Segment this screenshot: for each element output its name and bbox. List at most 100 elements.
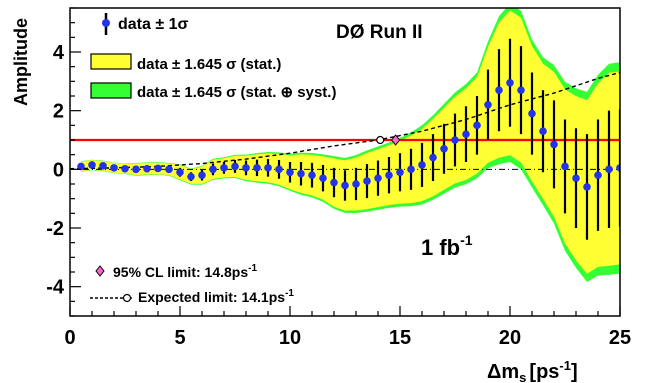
data-marker — [341, 181, 349, 190]
data-marker — [209, 165, 217, 174]
data-marker — [440, 145, 448, 153]
data-point — [231, 159, 239, 173]
data-point — [143, 164, 151, 173]
data-point — [561, 119, 569, 214]
data-marker — [121, 164, 129, 173]
cl-limit-marker — [390, 134, 401, 146]
data-point — [209, 163, 217, 176]
cl-limit-marker-icon — [95, 265, 105, 277]
data-marker — [539, 127, 547, 135]
data-marker — [517, 86, 525, 94]
data-point — [363, 164, 371, 199]
data-point — [462, 106, 470, 162]
data-point — [253, 159, 261, 177]
legend-syst-label: data ± 1.645 σ (stat. ⊕ syst.) — [137, 84, 336, 101]
data-marker — [396, 168, 404, 177]
data-point — [528, 72, 536, 155]
x-tick-label: 20 — [499, 327, 521, 349]
x-tick-label: 0 — [64, 327, 75, 349]
data-point — [506, 38, 514, 127]
data-point — [440, 123, 448, 174]
x-axis-title: Δms [ps-1] — [487, 358, 578, 383]
data-point — [429, 134, 437, 182]
legend-stat-label: data ± 1.645 σ (stat.) — [137, 56, 281, 73]
data-marker — [385, 171, 393, 179]
luminosity-label-main: 1 fb — [421, 235, 460, 260]
x-axis-title-sub: s — [519, 370, 526, 383]
data-point — [242, 160, 250, 176]
data-marker — [572, 174, 580, 182]
data-point — [374, 160, 382, 196]
data-point — [88, 161, 96, 169]
data-marker — [308, 171, 316, 179]
data-point — [132, 165, 140, 174]
data-marker — [374, 174, 382, 182]
data-point — [385, 157, 393, 194]
data-marker — [242, 164, 250, 172]
data-marker — [451, 136, 459, 144]
x-axis-title-main: Δm — [487, 361, 519, 383]
legend-data-label: data ± 1σ — [118, 16, 188, 33]
data-marker — [253, 164, 261, 172]
plot-frame — [69, 7, 621, 317]
data-point — [121, 164, 129, 173]
expected-limit-label: Expected limit: 14.1ps-1 — [138, 288, 294, 305]
expected-limit-label-sup: -1 — [285, 288, 294, 299]
expected-curve — [70, 71, 620, 170]
data-marker — [429, 153, 437, 162]
data-marker — [462, 130, 470, 138]
data-point — [484, 69, 492, 140]
cl-limit-label-sup: -1 — [248, 263, 257, 274]
data-marker — [583, 183, 591, 191]
cl-limit-label-main: 95% CL limit: 14.8ps — [113, 264, 248, 280]
data-marker — [99, 162, 107, 170]
data-point — [220, 162, 228, 174]
data-point — [616, 109, 620, 227]
data-marker — [550, 140, 558, 149]
data-point — [176, 167, 184, 177]
data-point — [165, 165, 173, 174]
cl-limit-label: 95% CL limit: 14.8ps-1 — [113, 263, 257, 280]
luminosity-label: 1 fb-1 — [421, 232, 473, 260]
data-marker — [143, 164, 151, 173]
data-marker — [506, 79, 514, 87]
data-marker — [220, 164, 228, 172]
data-marker — [352, 180, 360, 188]
data-point — [264, 159, 272, 177]
data-marker — [616, 164, 620, 172]
expected-limit-label-main: Expected limit: 14.1ps — [138, 289, 285, 305]
data-point — [594, 119, 602, 231]
data-marker — [319, 174, 327, 182]
x-tick-label: 10 — [279, 327, 301, 349]
data-marker — [495, 86, 503, 94]
data-point — [407, 148, 415, 190]
x-axis-title-unit: [ps — [529, 361, 559, 383]
legend-syst-swatch — [90, 82, 132, 99]
limits-legend: 95% CL limit: 14.8ps-1 Expected limit: 1… — [90, 263, 294, 305]
data-marker — [77, 162, 85, 171]
data-point — [451, 113, 459, 167]
expected-limit-marker — [376, 135, 385, 145]
data-marker — [286, 168, 294, 177]
data-marker — [132, 165, 140, 174]
data-point — [308, 162, 316, 188]
data-point — [495, 49, 503, 132]
data-marker — [407, 165, 415, 174]
data-point — [77, 162, 85, 171]
data-point — [286, 162, 294, 183]
y-tick-label: 4 — [53, 42, 65, 64]
data-point — [154, 164, 162, 173]
experiment-label: DØ Run II — [336, 22, 423, 43]
data-point — [572, 128, 580, 228]
data-marker — [88, 161, 96, 169]
y-tick-label: -2 — [46, 218, 64, 240]
data-marker — [473, 121, 481, 130]
x-tick-label: 5 — [174, 327, 185, 349]
data-marker — [363, 177, 371, 185]
data-marker — [418, 161, 426, 169]
x-tick-label: 15 — [389, 327, 411, 349]
data-point — [319, 164, 327, 192]
y-tick-label: 0 — [53, 159, 64, 181]
data-point — [110, 164, 118, 172]
